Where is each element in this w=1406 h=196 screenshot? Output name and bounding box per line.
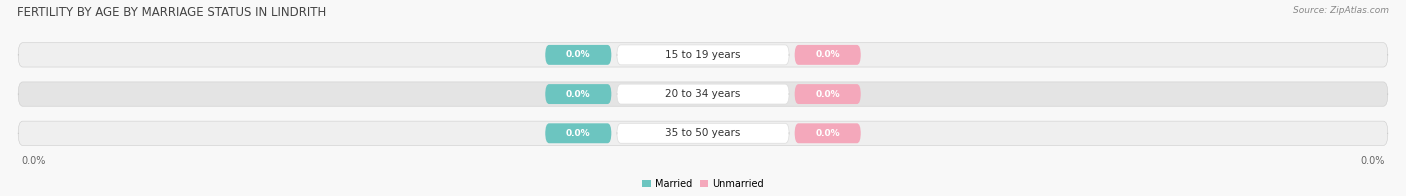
Text: 0.0%: 0.0%	[815, 50, 839, 59]
Text: 20 to 34 years: 20 to 34 years	[665, 89, 741, 99]
FancyBboxPatch shape	[617, 123, 789, 143]
FancyBboxPatch shape	[794, 123, 860, 143]
FancyBboxPatch shape	[18, 43, 1388, 67]
FancyBboxPatch shape	[794, 84, 860, 104]
FancyBboxPatch shape	[546, 84, 612, 104]
Text: 0.0%: 0.0%	[1361, 156, 1385, 166]
FancyBboxPatch shape	[617, 84, 789, 104]
FancyBboxPatch shape	[546, 45, 612, 65]
FancyBboxPatch shape	[18, 121, 1388, 145]
Text: 15 to 19 years: 15 to 19 years	[665, 50, 741, 60]
Text: 0.0%: 0.0%	[815, 129, 839, 138]
Legend: Married, Unmarried: Married, Unmarried	[638, 175, 768, 193]
Text: 0.0%: 0.0%	[567, 50, 591, 59]
Text: 0.0%: 0.0%	[567, 129, 591, 138]
Text: FERTILITY BY AGE BY MARRIAGE STATUS IN LINDRITH: FERTILITY BY AGE BY MARRIAGE STATUS IN L…	[17, 6, 326, 19]
FancyBboxPatch shape	[617, 45, 789, 65]
Text: Source: ZipAtlas.com: Source: ZipAtlas.com	[1294, 6, 1389, 15]
Text: 35 to 50 years: 35 to 50 years	[665, 128, 741, 138]
Text: 0.0%: 0.0%	[567, 90, 591, 99]
FancyBboxPatch shape	[18, 82, 1388, 106]
FancyBboxPatch shape	[546, 123, 612, 143]
Text: 0.0%: 0.0%	[21, 156, 45, 166]
FancyBboxPatch shape	[794, 45, 860, 65]
Text: 0.0%: 0.0%	[815, 90, 839, 99]
